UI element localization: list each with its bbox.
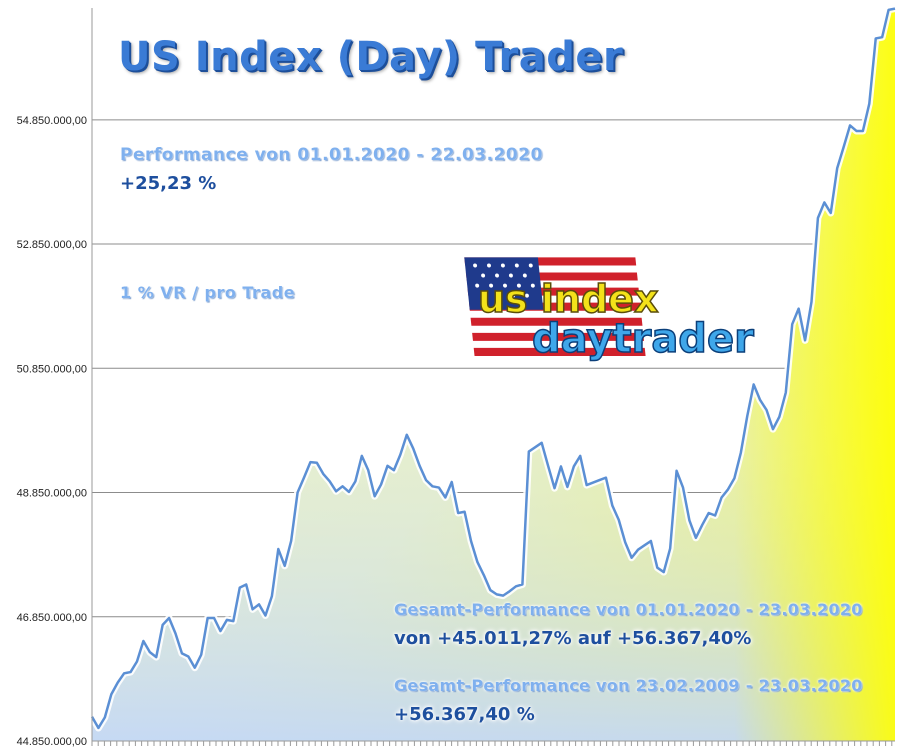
- us-flag-icon: [464, 257, 646, 358]
- logo-line2: daytrader: [532, 316, 754, 362]
- us-index-daytrader-logo: us index daytrader: [464, 257, 755, 363]
- logo-line1: us index: [478, 277, 658, 321]
- y-tick-label: 54.850.000,00: [17, 115, 87, 127]
- y-tick-label: 48.850.000,00: [17, 488, 87, 500]
- gesamt-performance-total-label: Gesamt-Performance von 23.02.2009 - 23.0…: [394, 676, 863, 695]
- y-tick-labels: 54.850.000,00 52.850.000,00 50.850.000,00 4…: [17, 115, 87, 748]
- chart-title: US Index (Day) Trader: [118, 34, 624, 80]
- y-tick-label: 44.850.000,00: [17, 736, 87, 748]
- y-tick-label: 50.850.000,00: [17, 363, 87, 375]
- area-fill-glow: [92, 8, 895, 742]
- gesamt-performance-total-value: +56.367,40 %: [394, 704, 535, 725]
- gesamt-performance-2020-value: von +45.011,27% auf +56.367,40%: [394, 628, 752, 649]
- area-fill: [92, 8, 895, 742]
- series-line-path: [90, 7, 896, 730]
- risk-per-trade-label: 1 % VR / pro Trade: [120, 283, 296, 302]
- performance-value: +25,23 %: [120, 173, 217, 194]
- gesamt-performance-2020-label: Gesamt-Performance von 01.01.2020 - 23.0…: [394, 600, 863, 619]
- performance-period-label: Performance von 01.01.2020 - 22.03.2020: [120, 145, 543, 165]
- series-line: [88, 5, 896, 732]
- x-tick-marks: [91, 741, 893, 746]
- y-tick-label: 52.850.000,00: [17, 239, 87, 251]
- y-tick-label: 46.850.000,00: [17, 612, 87, 624]
